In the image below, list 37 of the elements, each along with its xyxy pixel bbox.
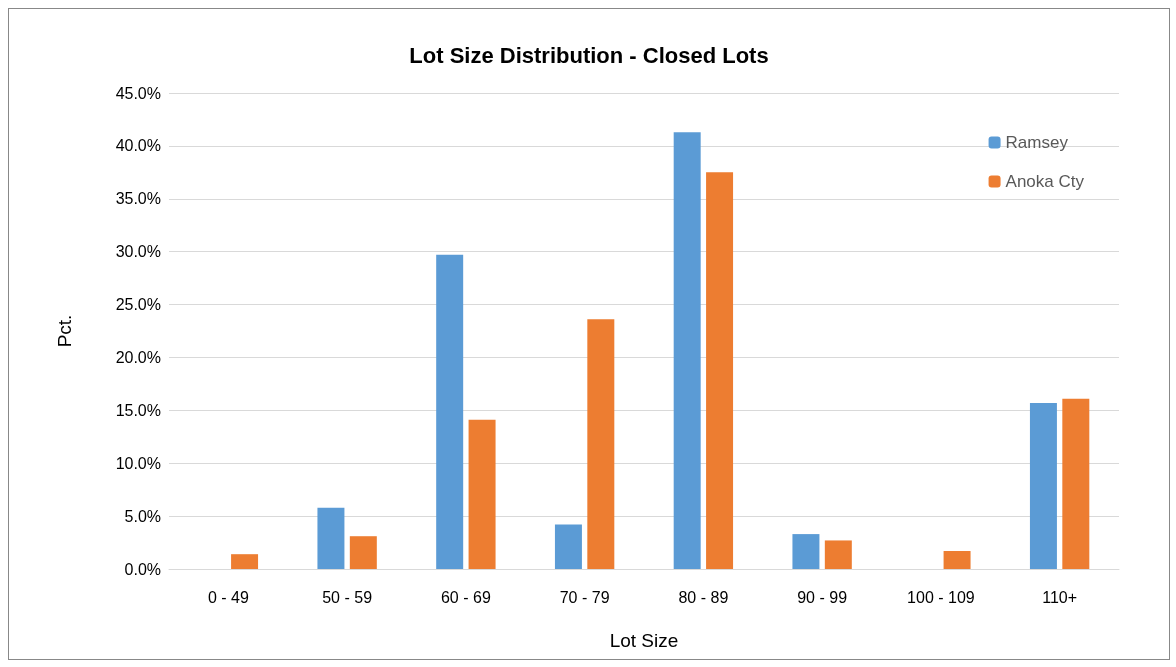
y-tick-label: 5.0% [124, 507, 161, 525]
bar [317, 507, 345, 569]
legend-label: Ramsey [1005, 133, 1069, 152]
bar [1062, 398, 1090, 569]
bar [587, 319, 615, 569]
bar [673, 132, 701, 569]
x-tick-label: 100 - 109 [907, 588, 975, 606]
x-tick-label: 80 - 89 [678, 588, 729, 606]
chart-title: Lot Size Distribution - Closed Lots [409, 42, 769, 68]
bar [468, 419, 496, 569]
y-tick-label: 10.0% [115, 454, 161, 472]
x-axis-title: Lot Size [609, 630, 679, 651]
y-tick-label: 15.0% [115, 401, 161, 419]
legend-label: Anoka Cty [1005, 172, 1085, 191]
y-tick-label: 40.0% [115, 137, 161, 155]
bar [349, 536, 377, 569]
bar [231, 554, 259, 569]
y-tick-label: 30.0% [115, 243, 161, 261]
x-tick-label: 0 - 49 [207, 588, 249, 606]
y-axis-title: Pct. [54, 314, 75, 348]
bar [792, 534, 820, 569]
bar [1029, 402, 1057, 569]
x-tick-label: 70 - 79 [559, 588, 610, 606]
y-tick-label: 45.0% [115, 84, 161, 102]
y-tick-label: 25.0% [115, 296, 161, 314]
x-tick-label: 90 - 99 [797, 588, 848, 606]
y-tick-label: 0.0% [124, 560, 161, 578]
x-tick-label: 50 - 59 [322, 588, 373, 606]
bar [554, 524, 582, 569]
x-tick-label: 60 - 69 [440, 588, 491, 606]
x-tick-label: 110+ [1042, 588, 1078, 606]
bar [436, 254, 464, 569]
bar [706, 172, 734, 569]
y-tick-label: 35.0% [115, 190, 161, 208]
y-tick-label: 20.0% [115, 348, 161, 366]
bar [943, 551, 971, 569]
bar [824, 540, 852, 569]
